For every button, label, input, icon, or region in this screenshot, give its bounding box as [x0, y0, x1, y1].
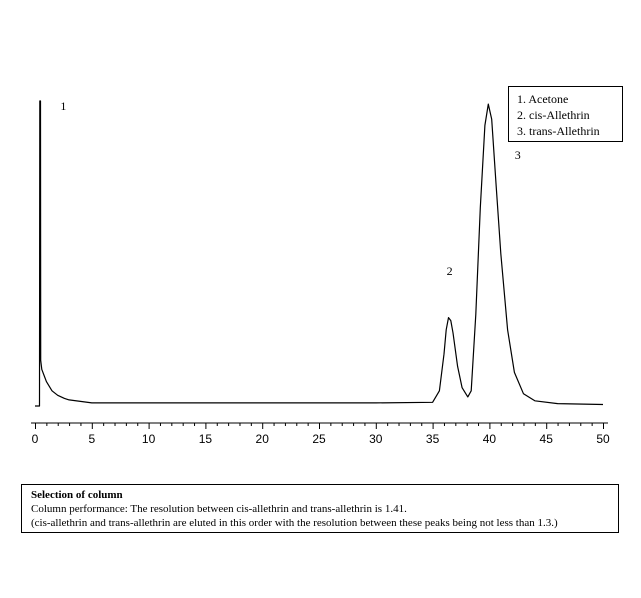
peak-label-1: 1 [60, 99, 66, 113]
x-axis: 0 5 10 15 20 25 30 35 40 45 50 [31, 422, 610, 446]
x-tick-label: 20 [256, 432, 270, 446]
legend: 1. Acetone 2. cis-Allethrin 3. trans-All… [508, 86, 623, 142]
peak-label-2: 2 [447, 264, 453, 278]
peak-label-3: 3 [515, 148, 521, 162]
trace-group [35, 100, 604, 407]
legend-item-acetone: 1. Acetone [517, 92, 569, 106]
x-tick-label: 15 [199, 432, 213, 446]
x-tick-label: 0 [32, 432, 39, 446]
legend-item-trans-allethrin: 3. trans-Allethrin [517, 124, 600, 138]
x-tick-label: 35 [426, 432, 440, 446]
x-tick-label: 30 [369, 432, 383, 446]
x-tick-label: 40 [483, 432, 497, 446]
info-line-2: (cis-allethrin and trans-allethrin are e… [31, 517, 558, 529]
legend-item-cis-allethrin: 2. cis-Allethrin [517, 108, 590, 122]
x-tick-label: 25 [312, 432, 326, 446]
info-title: Selection of column [31, 489, 123, 501]
chromatogram-trace [35, 100, 604, 407]
column-info-box: Selection of column Column performance: … [21, 484, 619, 533]
info-line-1: Column performance: The resolution betwe… [31, 503, 407, 515]
x-tick-label: 10 [142, 432, 156, 446]
x-tick-label: 45 [540, 432, 554, 446]
x-tick-label: 5 [88, 432, 95, 446]
peak-labels: 1 2 3 [60, 99, 520, 278]
x-tick-label: 50 [596, 432, 610, 446]
